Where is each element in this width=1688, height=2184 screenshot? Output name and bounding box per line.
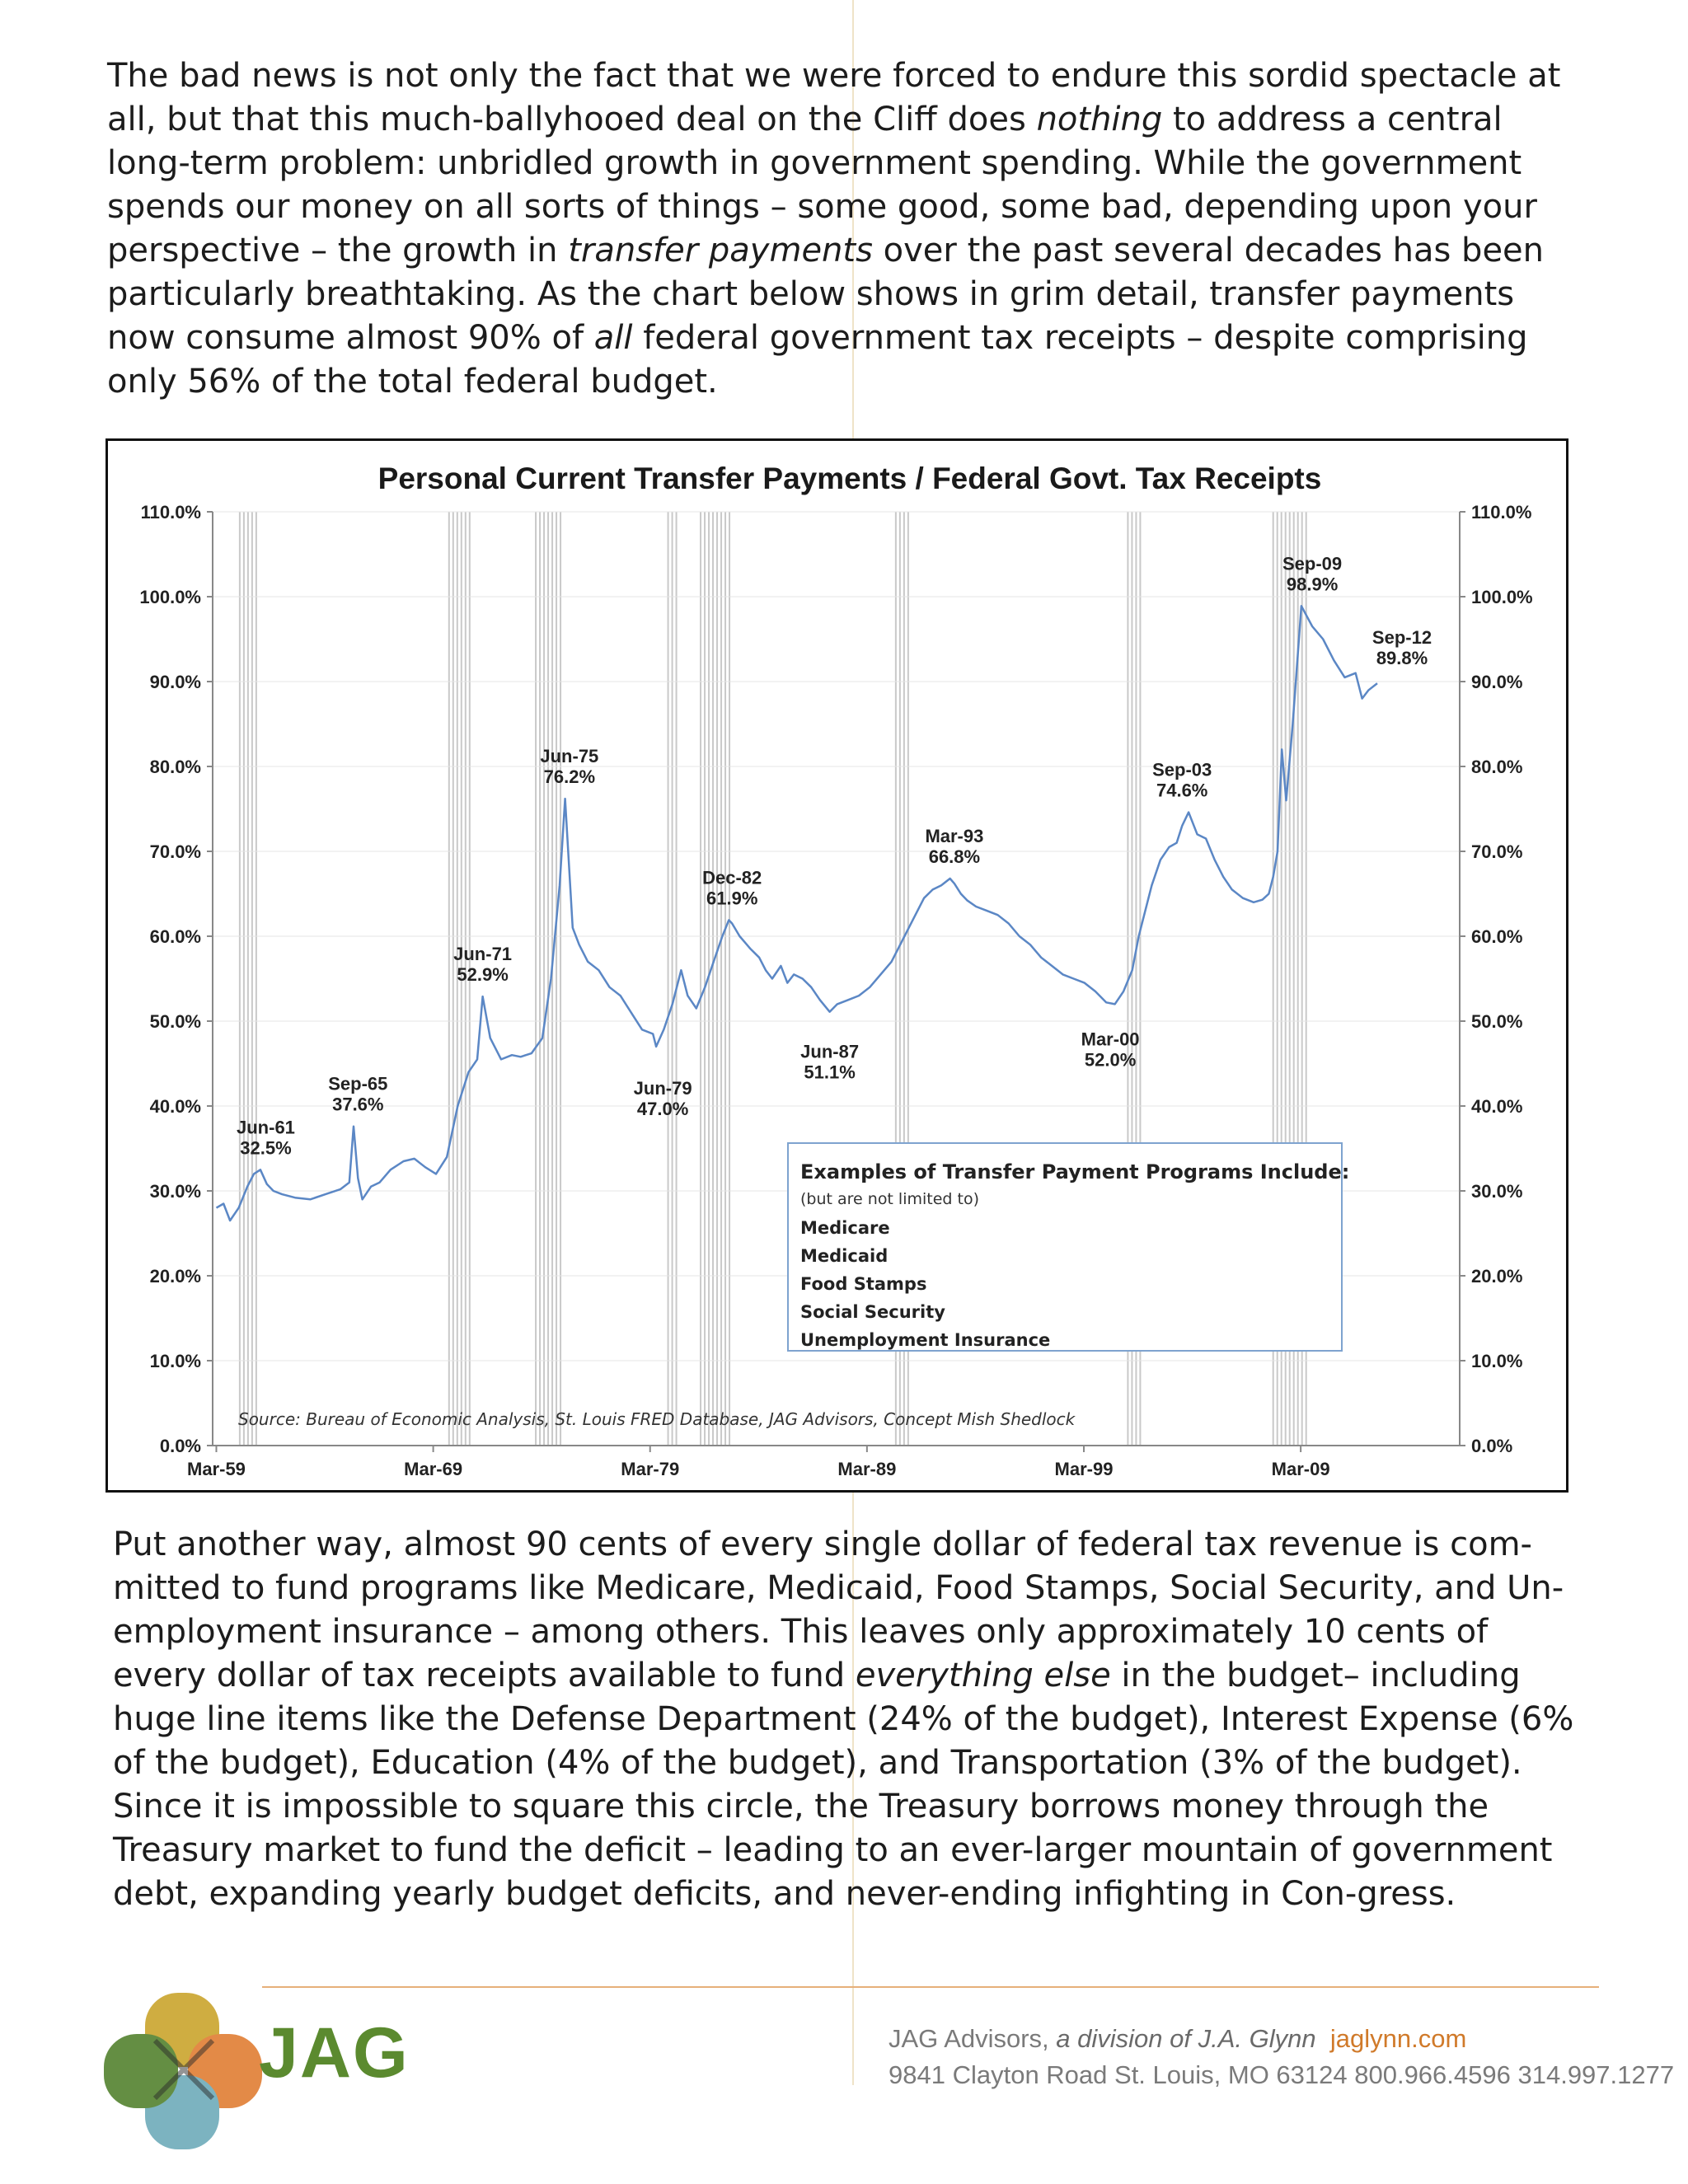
x-tick-label: Mar-89 <box>837 1459 896 1479</box>
annotation-value: 32.5% <box>240 1137 291 1158</box>
annotation-value: 47.0% <box>637 1099 688 1119</box>
annotation-date: Jun-87 <box>800 1042 859 1062</box>
annotation-value: 61.9% <box>706 888 757 908</box>
footer-brand: JAG <box>259 2013 410 2093</box>
annotation-value: 76.2% <box>544 766 595 787</box>
footer-company: JAG Advisors, a division of J.A. Glynn j… <box>889 2024 1467 2053</box>
y-tick-label-left: 10.0% <box>150 1351 201 1371</box>
x-tick-label: Mar-09 <box>1272 1459 1330 1479</box>
y-tick-label-left: 30.0% <box>150 1181 201 1202</box>
footer-url[interactable]: jaglynn.com <box>1329 2024 1467 2053</box>
legend-box <box>787 1142 1343 1352</box>
annotation-value: 66.8% <box>929 846 980 867</box>
chart-title: Personal Current Transfer Payments / Fed… <box>378 462 1322 495</box>
y-tick-label-left: 60.0% <box>150 926 201 947</box>
annotation-date: Jun-79 <box>634 1078 692 1099</box>
y-tick-label-right: 50.0% <box>1471 1011 1522 1032</box>
x-tick-label: Mar-59 <box>187 1459 246 1479</box>
annotation-date: Jun-71 <box>453 944 512 964</box>
y-tick-label-left: 90.0% <box>150 672 201 692</box>
y-tick-label-right: 70.0% <box>1471 841 1522 862</box>
y-tick-label-right: 110.0% <box>1471 502 1531 523</box>
chart-source: Source: Bureau of Economic Analysis, St.… <box>238 1409 1076 1429</box>
legend-item: Medicaid <box>800 1246 888 1266</box>
annotation-date: Mar-00 <box>1081 1029 1140 1049</box>
y-tick-label-right: 90.0% <box>1471 672 1522 692</box>
y-tick-label-right: 80.0% <box>1471 757 1522 777</box>
y-tick-label-left: 40.0% <box>150 1096 201 1117</box>
y-tick-label-left: 0.0% <box>160 1436 201 1456</box>
annotation-value: 89.8% <box>1376 648 1428 668</box>
chart-canvas: 0.0% 0.0% 10.0% 10.0% 20.0% 20.0% 30.0% 30.0% 40… <box>139 462 1533 1479</box>
y-tick-label-left: 110.0% <box>141 502 201 523</box>
y-tick-label-left: 20.0% <box>150 1266 201 1286</box>
annotation-date: Jun-75 <box>540 746 598 766</box>
annotation-date: Sep-12 <box>1372 627 1432 648</box>
legend-heading: Examples of Transfer Payment Programs In… <box>800 1160 1349 1183</box>
y-tick-label-right: 30.0% <box>1471 1181 1522 1202</box>
x-tick-label: Mar-69 <box>404 1459 462 1479</box>
y-tick-label-left: 80.0% <box>150 757 201 777</box>
annotation-value: 52.0% <box>1085 1049 1136 1070</box>
series-line-0 <box>215 605 1378 1222</box>
y-tick-label-right: 20.0% <box>1471 1266 1522 1286</box>
footer-divider <box>262 1986 1599 1988</box>
annotation-value: 52.9% <box>457 964 508 985</box>
y-tick-label-right: 0.0% <box>1471 1436 1512 1456</box>
y-tick-label-right: 60.0% <box>1471 926 1522 947</box>
y-tick-label-left: 50.0% <box>150 1011 201 1032</box>
annotation-date: Sep-09 <box>1282 553 1342 574</box>
y-tick-label-right: 10.0% <box>1471 1351 1522 1371</box>
legend-subheading: (but are not limited to) <box>800 1190 979 1208</box>
footer-address: 9841 Clayton Road St. Louis, MO 63124 80… <box>889 2060 1675 2089</box>
y-tick-label-left: 100.0% <box>139 587 201 607</box>
y-tick-label-right: 100.0% <box>1471 587 1533 607</box>
annotation-date: Sep-65 <box>328 1074 387 1094</box>
annotation-date: Jun-61 <box>237 1117 295 1137</box>
legend-item: Unemployment Insurance <box>800 1330 1050 1350</box>
intro-paragraph: The bad news is not only the fact that w… <box>107 57 1561 401</box>
legend-item: Food Stamps <box>800 1274 926 1294</box>
y-tick-label-left: 70.0% <box>150 841 201 862</box>
legend-item: Social Security <box>800 1302 945 1322</box>
annotation-value: 98.9% <box>1287 574 1338 594</box>
body-paragraph: Put another way, almost 90 cents of ever… <box>113 1526 1574 1913</box>
legend-item: Medicare <box>800 1218 890 1238</box>
y-tick-label-right: 40.0% <box>1471 1096 1522 1117</box>
annotation-date: Mar-93 <box>925 826 983 846</box>
transfer-payments-chart: 0.0% 0.0% 10.0% 10.0% 20.0% 20.0% 30.0% 30.0% 40… <box>106 438 1568 1493</box>
annotation-value: 51.1% <box>804 1062 855 1083</box>
annotation-date: Dec-82 <box>702 867 762 888</box>
jag-logo-icon <box>104 1993 262 2149</box>
annotation-date: Sep-03 <box>1152 760 1212 780</box>
annotation-value: 74.6% <box>1156 780 1207 801</box>
x-tick-label: Mar-79 <box>621 1459 679 1479</box>
x-tick-label: Mar-99 <box>1055 1459 1114 1479</box>
annotation-value: 37.6% <box>332 1094 383 1115</box>
